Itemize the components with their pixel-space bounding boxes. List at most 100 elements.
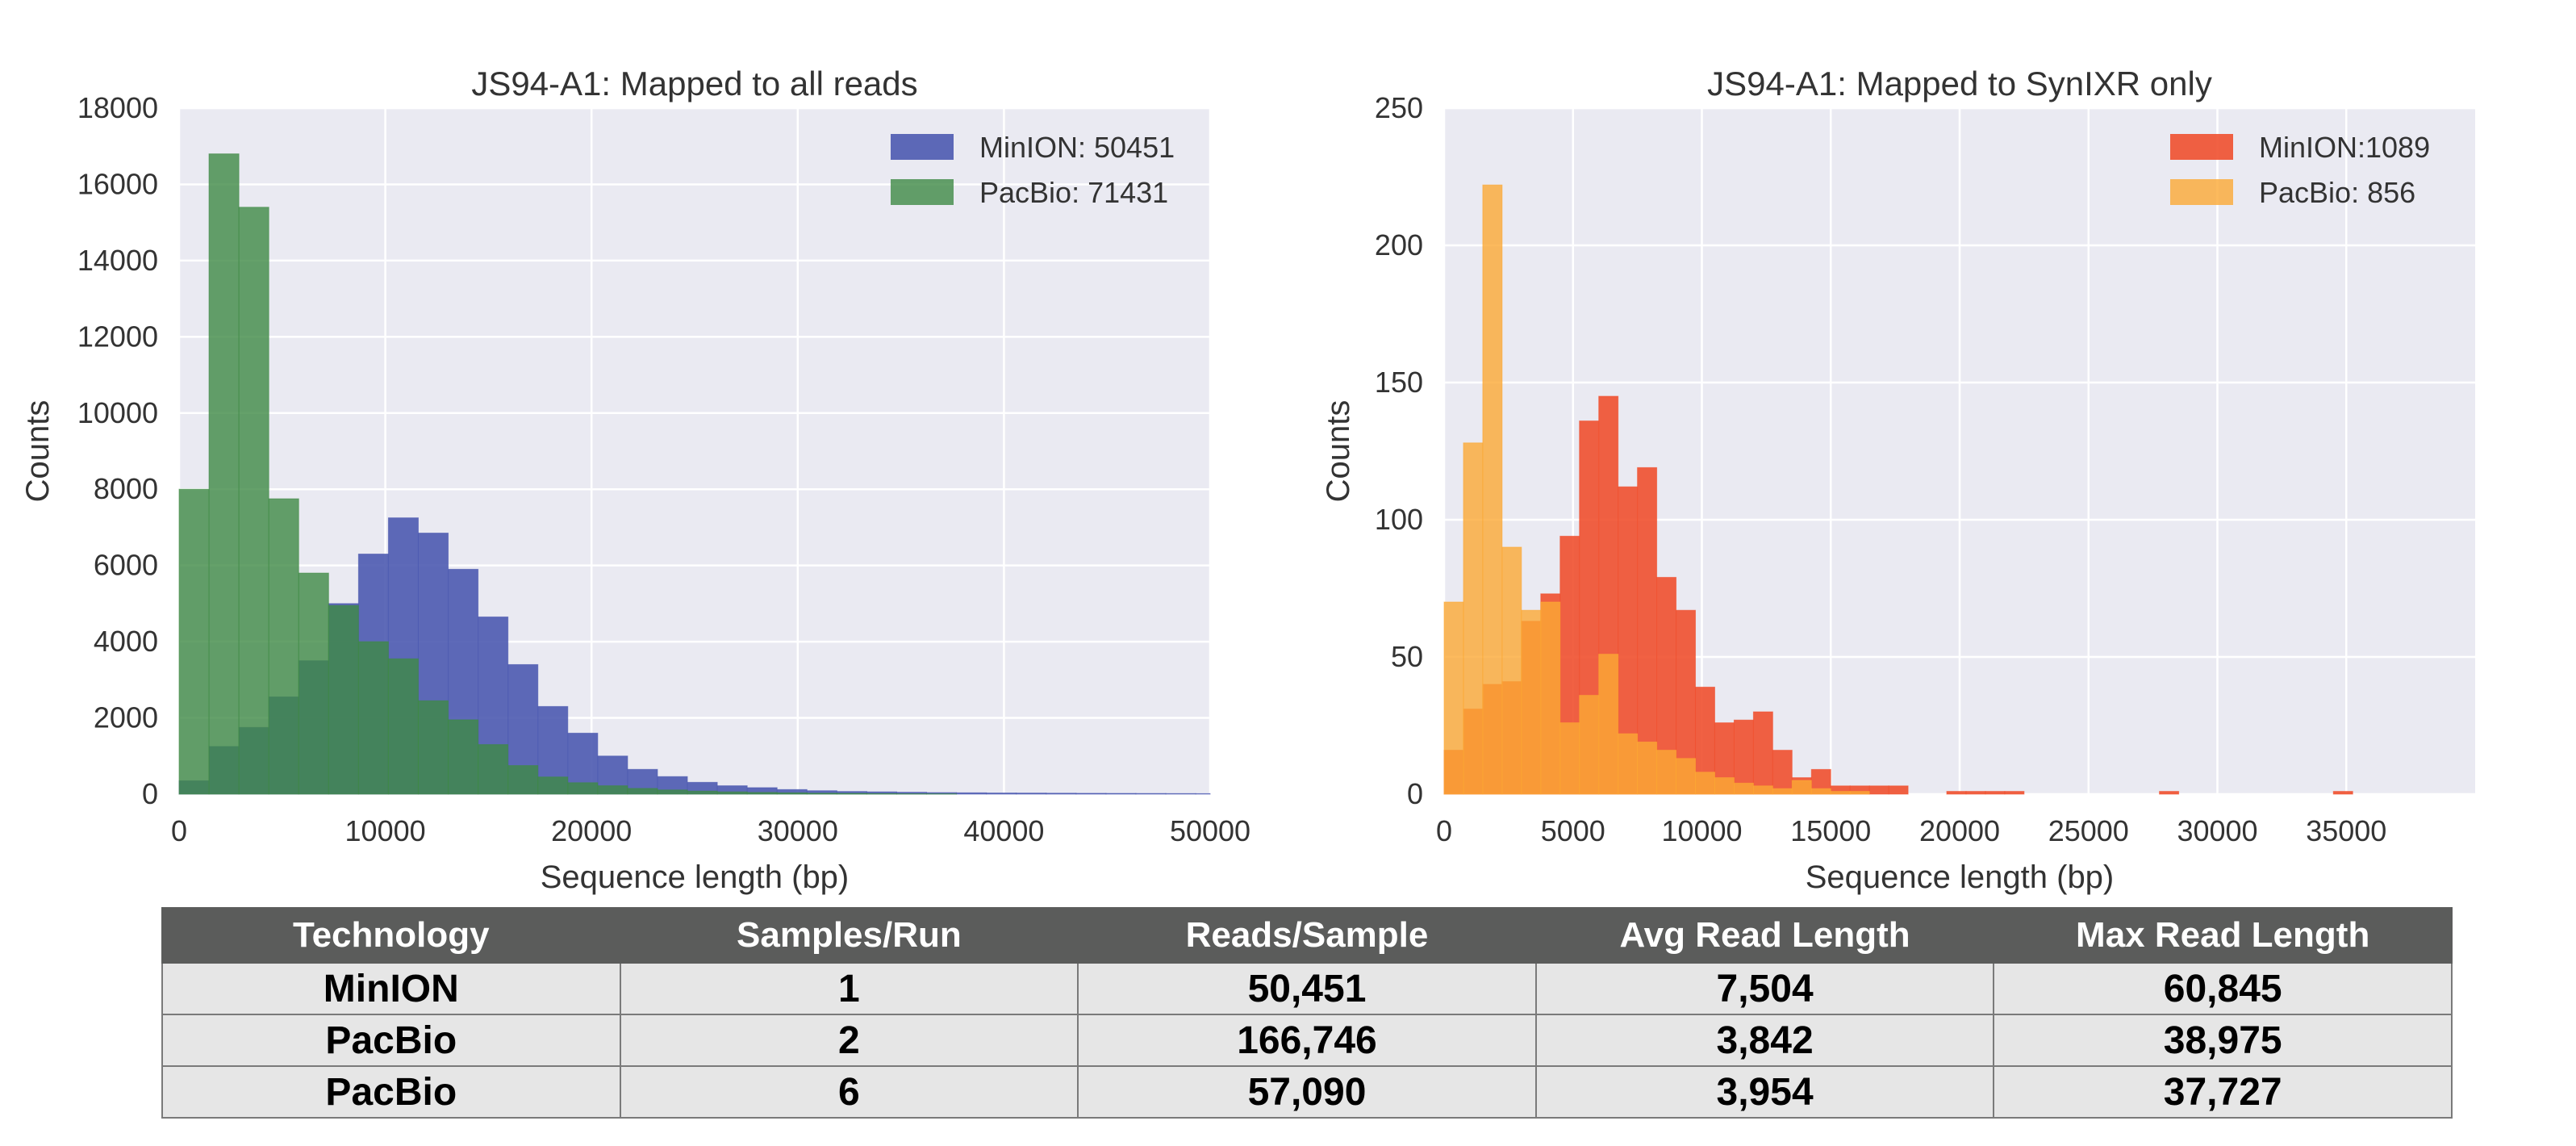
histogram-bar bbox=[1772, 750, 1793, 795]
histogram-bar bbox=[1752, 711, 1773, 795]
table-header-row: Technology Samples/Run Reads/Sample Avg … bbox=[161, 907, 2453, 964]
x-tick-label: 20000 bbox=[551, 814, 632, 847]
y-tick-label: 4000 bbox=[94, 625, 158, 658]
y-tick-label: 12000 bbox=[77, 320, 158, 353]
y-tick-label: 10000 bbox=[77, 396, 158, 429]
histogram-bar bbox=[357, 641, 389, 795]
x-tick-label: 5000 bbox=[1541, 814, 1605, 847]
x-tick-label: 0 bbox=[171, 814, 187, 847]
legend-swatch bbox=[2170, 134, 2233, 160]
histogram-bar bbox=[478, 744, 509, 795]
y-tick-label: 50 bbox=[1391, 640, 1423, 673]
histogram-bar bbox=[866, 793, 897, 795]
histogram-bar bbox=[1016, 793, 1047, 795]
table-row: PacBio 2 166,746 3,842 38,975 bbox=[161, 1014, 2453, 1067]
histogram-bar bbox=[1135, 793, 1167, 795]
table-cell: 166,746 bbox=[1077, 1014, 1537, 1067]
histogram-bar bbox=[298, 572, 329, 795]
histogram-bar bbox=[1868, 785, 1889, 795]
histogram-bar bbox=[597, 785, 628, 795]
histogram-bar bbox=[268, 498, 299, 795]
x-tick-label: 10000 bbox=[345, 814, 426, 847]
y-tick-label: 18000 bbox=[77, 91, 158, 124]
histogram-bar bbox=[1810, 788, 1831, 795]
histogram-panel-1 bbox=[177, 107, 1212, 796]
table-cell: 1 bbox=[619, 962, 1079, 1015]
histogram-bar bbox=[1463, 442, 1484, 795]
histogram-bar bbox=[1046, 793, 1077, 795]
y-tick-label: 8000 bbox=[94, 472, 158, 505]
table-cell: 3,842 bbox=[1534, 1014, 1995, 1067]
histogram-bar bbox=[178, 488, 210, 795]
histogram-bar bbox=[1598, 654, 1619, 795]
y-tick-label: 14000 bbox=[77, 244, 158, 277]
header-reads-per-sample: Reads/Sample bbox=[1077, 907, 1537, 964]
table-cell: 50,451 bbox=[1077, 962, 1537, 1015]
histogram-bar bbox=[1849, 791, 1870, 795]
histogram-bar bbox=[448, 719, 479, 795]
histogram-bar bbox=[328, 604, 359, 795]
x-tick-label: 40000 bbox=[963, 814, 1044, 847]
histogram-bar bbox=[806, 793, 837, 795]
chart-title: JS94-A1: Mapped to all reads bbox=[471, 65, 917, 102]
histogram-figure: 0 10000 20000 30000 40000 50000 0 2000 4000 6000 8… bbox=[20, 65, 2475, 895]
histogram-bar bbox=[1482, 184, 1503, 795]
y-axis-label: Counts bbox=[1321, 400, 1356, 503]
header-technology: Technology bbox=[161, 907, 621, 964]
histogram-bar bbox=[1165, 793, 1196, 795]
histogram-bar bbox=[1946, 791, 1967, 795]
histogram-bar bbox=[1965, 791, 1986, 795]
histogram-bar bbox=[2332, 791, 2353, 795]
histogram-bar bbox=[537, 776, 569, 795]
table-cell: PacBio bbox=[161, 1014, 621, 1067]
y-tick-label: 6000 bbox=[94, 549, 158, 582]
histogram-bar bbox=[1501, 546, 1522, 795]
table-cell: 60,845 bbox=[1993, 962, 2453, 1015]
histogram-bar bbox=[1618, 733, 1639, 795]
x-tick-label: 35000 bbox=[2306, 814, 2386, 847]
histogram-bar bbox=[2159, 791, 2180, 795]
x-tick-label: 25000 bbox=[2048, 814, 2129, 847]
y-tick-label: 250 bbox=[1375, 91, 1423, 124]
histogram-bar bbox=[1637, 741, 1658, 795]
histogram-bar bbox=[2004, 791, 2025, 795]
chart-title: JS94-A1: Mapped to SynIXR only bbox=[1707, 65, 2212, 102]
table-row: MinION 1 50,451 7,504 60,845 bbox=[161, 962, 2453, 1015]
y-tick-label: 200 bbox=[1375, 228, 1423, 261]
histogram-bar bbox=[1888, 785, 1909, 795]
histogram-bar bbox=[836, 793, 867, 795]
table-cell: 38,975 bbox=[1993, 1014, 2453, 1067]
legend-label: MinION: 50451 bbox=[979, 131, 1175, 164]
histogram-panel-2 bbox=[1442, 107, 2475, 796]
histogram-bar bbox=[238, 207, 269, 795]
histogram-bar bbox=[1105, 793, 1137, 795]
histogram-bar bbox=[746, 792, 778, 795]
x-tick-label: 20000 bbox=[1919, 814, 2000, 847]
table-cell: 2 bbox=[619, 1014, 1079, 1067]
y-tick-label: 2000 bbox=[94, 701, 158, 734]
y-tick-label: 0 bbox=[1407, 777, 1423, 810]
table-cell: 3,954 bbox=[1534, 1065, 1995, 1119]
x-tick-label: 30000 bbox=[758, 814, 838, 847]
histogram-bar bbox=[627, 788, 658, 795]
histogram-bar bbox=[687, 790, 718, 795]
y-axis-label: Counts bbox=[20, 400, 56, 503]
header-max-read-length: Max Read Length bbox=[1993, 907, 2453, 964]
histogram-bar bbox=[1733, 782, 1754, 795]
histogram-bar bbox=[1676, 758, 1697, 795]
histogram-bar bbox=[1656, 750, 1677, 795]
x-tick-label: 30000 bbox=[2177, 814, 2257, 847]
histogram-bar bbox=[1443, 601, 1464, 795]
histogram-bar bbox=[1075, 793, 1107, 795]
legend-label: PacBio: 71431 bbox=[979, 176, 1168, 209]
histogram-bar bbox=[716, 791, 748, 795]
table-cell: 7,504 bbox=[1534, 962, 1995, 1015]
histogram-bar bbox=[1752, 785, 1773, 795]
x-tick-label: 50000 bbox=[1170, 814, 1250, 847]
histogram-bar bbox=[1830, 791, 1851, 795]
header-avg-read-length: Avg Read Length bbox=[1534, 907, 1995, 964]
table-cell: 6 bbox=[619, 1065, 1079, 1119]
histogram-bar bbox=[1521, 609, 1542, 795]
histogram-bar bbox=[567, 782, 599, 795]
x-axis-label: Sequence length (bp) bbox=[1806, 860, 2115, 895]
